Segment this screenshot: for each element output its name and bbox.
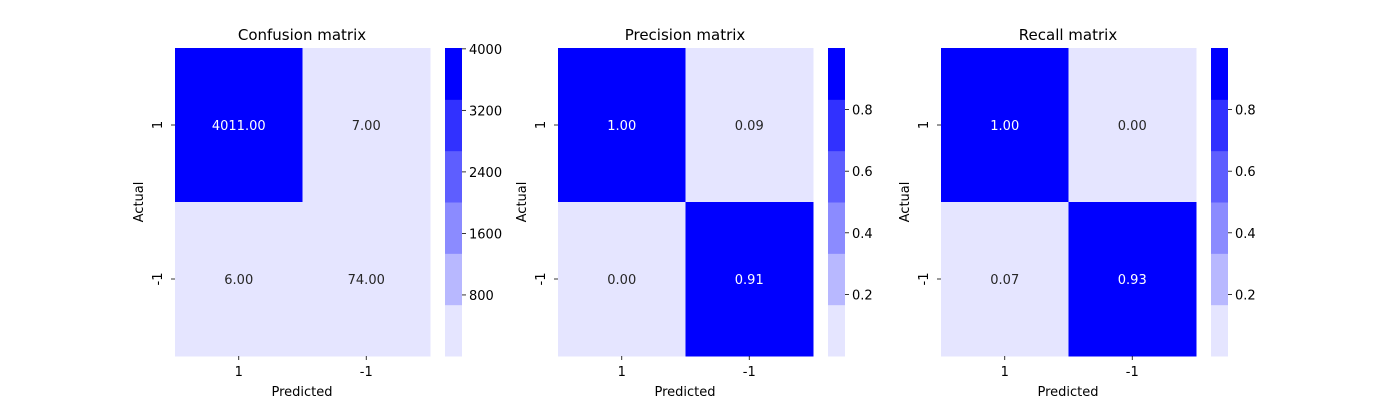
colorbar-band xyxy=(828,99,845,152)
colorbar: 800 1600 2400 3200 4000 xyxy=(445,43,502,357)
colorbar-band xyxy=(828,150,845,203)
colorbar-band xyxy=(1211,99,1228,152)
cell-value-label: 6.00 xyxy=(224,273,253,288)
heatmap-panel-precision: Precision matrix 1.00 0.09 0.00 0.91 1 -1 1 -1… xyxy=(515,26,873,400)
axis-ticks: 1 -1 1 -1 xyxy=(534,121,756,380)
heatmap-cell xyxy=(175,202,303,357)
heatmap-panel-confusion: Confusion matrix 4011.00 7.00 6.00 74.00 1 -… xyxy=(132,26,502,400)
y-tick-label: 1 xyxy=(151,121,166,129)
colorbar-tick-label: 3200 xyxy=(469,104,502,119)
chart-title: Recall matrix xyxy=(1019,26,1118,44)
x-axis-label: Predicted xyxy=(271,385,332,400)
colorbar-tick-label: 0.4 xyxy=(1235,227,1256,242)
cell-value-label: 1.00 xyxy=(607,119,636,134)
colorbar-band xyxy=(1211,150,1228,203)
y-tick-label: -1 xyxy=(917,273,932,286)
x-tick-label: -1 xyxy=(743,365,756,380)
y-tick-label: -1 xyxy=(151,273,166,286)
x-tick-label: 1 xyxy=(1001,365,1009,380)
y-axis-label: Actual xyxy=(132,182,147,223)
y-tick-label: 1 xyxy=(534,121,549,129)
heatmap-cell xyxy=(302,48,431,203)
y-tick-label: -1 xyxy=(534,273,549,286)
y-axis-label: Actual xyxy=(515,182,530,223)
axis-ticks: 1 -1 1 -1 xyxy=(917,121,1139,380)
y-tick-label: 1 xyxy=(917,121,932,129)
cell-value-label: 0.07 xyxy=(990,273,1019,288)
colorbar-band xyxy=(445,202,462,254)
cell-value-label: 0.00 xyxy=(607,273,636,288)
colorbar-band xyxy=(828,202,845,254)
chart-title: Confusion matrix xyxy=(238,26,366,44)
colorbar-band xyxy=(445,48,462,100)
x-axis-label: Predicted xyxy=(654,385,715,400)
colorbar-band xyxy=(445,253,462,306)
colorbar-tick-label: 2400 xyxy=(469,166,502,181)
cell-value-label: 4011.00 xyxy=(212,119,266,134)
heatmap-cell xyxy=(558,202,686,357)
colorbar-tick-label: 4000 xyxy=(469,43,502,58)
colorbar-tick-label: 0.8 xyxy=(852,104,873,119)
colorbar-tick-label: 0.2 xyxy=(852,288,873,303)
heatmap-cell xyxy=(302,202,431,357)
colorbar-tick-label: 0.2 xyxy=(1235,288,1256,303)
cell-value-label: 0.91 xyxy=(735,273,764,288)
heatmap-cell xyxy=(685,48,814,203)
heatmap-cell xyxy=(941,48,1069,203)
cell-value-label: 0.09 xyxy=(735,119,764,134)
x-tick-label: -1 xyxy=(1126,365,1139,380)
colorbar-tick-label: 0.8 xyxy=(1235,104,1256,119)
colorbar-band xyxy=(1211,253,1228,306)
heatmap-cell xyxy=(175,48,303,203)
colorbar-band xyxy=(828,48,845,100)
colorbar-tick-label: 800 xyxy=(469,289,494,304)
x-tick-label: 1 xyxy=(235,365,243,380)
heatmap-cell xyxy=(558,48,686,203)
colorbar-tick-label: 0.4 xyxy=(852,227,873,242)
colorbar-band xyxy=(828,304,845,357)
cell-value-label: 0.93 xyxy=(1118,273,1147,288)
colorbar-band xyxy=(445,150,462,203)
colorbar: 0.2 0.4 0.6 0.8 xyxy=(1211,48,1256,357)
colorbar-band xyxy=(1211,202,1228,254)
heatmap-cell xyxy=(941,202,1069,357)
heatmap-cells: 4011.00 7.00 6.00 74.00 xyxy=(175,48,431,357)
x-axis-label: Predicted xyxy=(1037,385,1098,400)
cell-value-label: 74.00 xyxy=(348,273,385,288)
heatmap-cell xyxy=(685,202,814,357)
heatmap-cells: 1.00 0.00 0.07 0.93 xyxy=(941,48,1197,357)
cell-value-label: 1.00 xyxy=(990,119,1019,134)
heatmap-cell xyxy=(1068,202,1197,357)
cell-value-label: 0.00 xyxy=(1118,119,1147,134)
heatmap-cells: 1.00 0.09 0.00 0.91 xyxy=(558,48,814,357)
axis-ticks: 1 -1 1 -1 xyxy=(151,121,373,380)
colorbar-band xyxy=(1211,48,1228,100)
colorbar-band xyxy=(828,253,845,306)
x-tick-label: -1 xyxy=(360,365,373,380)
colorbar-tick-label: 0.6 xyxy=(1235,165,1256,180)
colorbar: 0.2 0.4 0.6 0.8 xyxy=(828,48,873,357)
colorbar-tick-label: 1600 xyxy=(469,227,502,242)
heatmap-cell xyxy=(1068,48,1197,203)
chart-title: Precision matrix xyxy=(625,26,746,44)
cell-value-label: 7.00 xyxy=(352,119,381,134)
y-axis-label: Actual xyxy=(898,182,913,223)
colorbar-band xyxy=(445,99,462,152)
x-tick-label: 1 xyxy=(618,365,626,380)
heatmap-panel-recall: Recall matrix 1.00 0.00 0.07 0.93 1 -1 1 -1 Pr… xyxy=(898,26,1256,400)
colorbar-tick-label: 0.6 xyxy=(852,165,873,180)
colorbar-band xyxy=(1211,304,1228,357)
colorbar-band xyxy=(445,304,462,357)
